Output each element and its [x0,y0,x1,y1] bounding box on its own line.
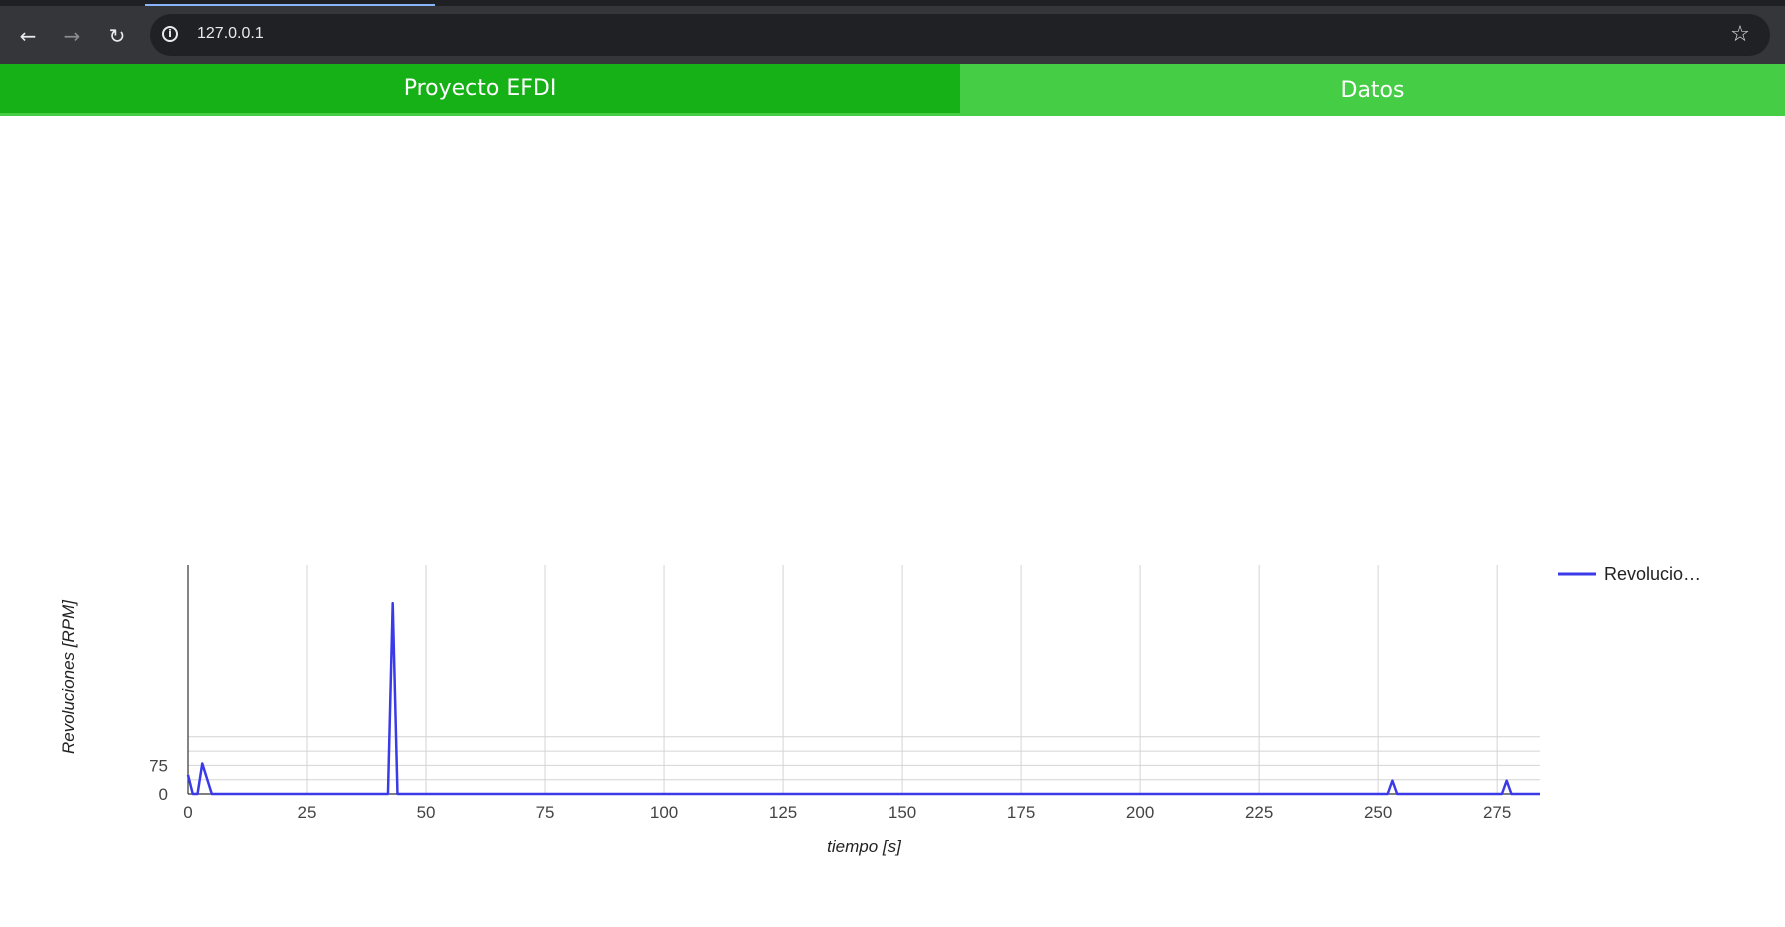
address-bar[interactable] [150,14,1770,56]
x-tick-label: 0 [183,803,192,822]
star-icon[interactable]: ☆ [1730,22,1750,47]
arrow-left-icon[interactable]: ← [19,24,37,48]
x-tick-label: 125 [769,803,797,822]
tab-strip [0,0,1785,6]
url-text[interactable]: 127.0.0.1 [197,25,264,42]
x-tick-label: 150 [888,803,916,822]
series-line [186,601,1540,796]
chart-svg: 0 25 50 75 100 125 150 175 200 225 250 275 0 75 tiemp… [59,564,1701,856]
active-tab-indicator[interactable] [145,4,435,6]
x-tick-label: 50 [417,803,436,822]
info-icon[interactable]: i [162,26,178,42]
x-tick-label: 75 [536,803,555,822]
x-tick-label: 225 [1245,803,1273,822]
axes: 0 25 50 75 100 125 150 175 200 225 250 275 0 75 [149,565,1540,822]
x-tick-label: 275 [1483,803,1511,822]
legend: Revolucio… [1558,564,1701,584]
nav-tab-datos[interactable]: Datos [960,64,1785,116]
x-tick-label: 200 [1126,803,1154,822]
x-tick-label: 25 [298,803,317,822]
x-axis-label: tiempo [s] [827,837,902,856]
y-tick-label: 75 [149,756,168,775]
y-tick-label: 0 [159,785,168,804]
grid [188,565,1540,794]
x-tick-label: 100 [650,803,678,822]
nav-tab-proyecto[interactable]: Proyecto EFDI [0,64,960,116]
series-layer [186,601,1540,796]
legend-label: Revolucio… [1604,564,1701,584]
arrow-right-icon[interactable]: → [63,24,81,48]
y-axis-label: Revoluciones [RPM] [59,599,78,754]
rpm-chart: 0 25 50 75 100 125 150 175 200 225 250 275 0 75 tiemp… [0,540,1785,870]
x-tick-label: 250 [1364,803,1392,822]
app-nav: Proyecto EFDI Datos [0,64,1785,116]
x-tick-label: 175 [1007,803,1035,822]
reload-icon[interactable]: ↻ [108,24,126,48]
